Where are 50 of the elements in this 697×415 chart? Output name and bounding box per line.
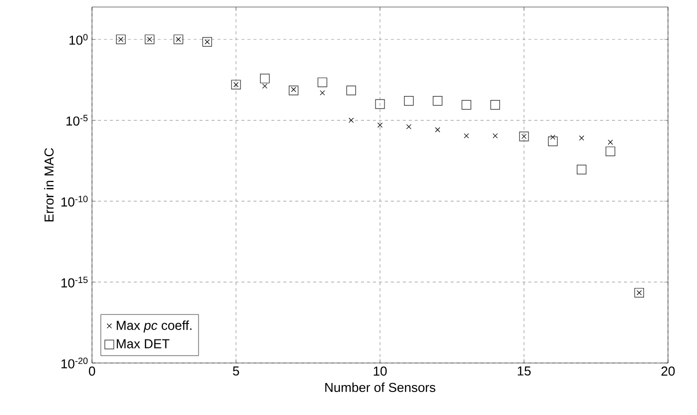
point — [464, 133, 469, 138]
point — [490, 100, 500, 110]
y-tick-label: 10$^{0}$ — [70, 34, 88, 45]
y-tick-label: 10$^{-10}$ — [61, 196, 88, 207]
point — [204, 39, 210, 44]
x-tick-label: 10 — [374, 366, 387, 376]
point — [432, 96, 442, 106]
legend-label: Max DET — [116, 339, 170, 348]
y-tick-label: 10$^{-5}$ — [66, 114, 88, 126]
point — [404, 96, 414, 106]
x-tick-label: 5 — [232, 366, 240, 376]
point — [375, 99, 385, 109]
y-tick-label: 10$^{-15}$ — [61, 276, 88, 288]
point — [260, 74, 270, 84]
x-axis-title: Number of Sensors — [325, 382, 436, 392]
point — [548, 136, 558, 146]
point — [118, 36, 124, 42]
point — [550, 134, 556, 140]
point — [608, 140, 613, 145]
point — [288, 86, 298, 96]
point — [579, 135, 584, 141]
point — [262, 84, 268, 89]
point — [406, 124, 412, 130]
point — [320, 90, 325, 96]
point — [176, 36, 181, 42]
x-tick-label: 20 — [661, 366, 675, 376]
point — [202, 37, 212, 47]
point — [318, 78, 328, 88]
point — [348, 118, 354, 123]
point — [346, 86, 356, 96]
point — [492, 133, 498, 138]
legend-label: Max pc coeff. — [116, 320, 192, 333]
point — [634, 288, 644, 298]
point — [174, 34, 184, 44]
point — [116, 34, 126, 44]
point — [377, 122, 383, 128]
point — [291, 86, 296, 92]
point — [233, 82, 239, 88]
x-tick-label: 15 — [518, 366, 531, 376]
point — [576, 164, 586, 174]
x-tick-label: 0 — [88, 366, 96, 376]
point — [144, 34, 154, 44]
y-axis-title: Error in MAC — [44, 148, 54, 222]
point — [636, 290, 642, 296]
point — [606, 146, 616, 156]
y-tick-label: 10$^{-20}$ — [61, 358, 88, 368]
point — [231, 80, 241, 90]
point — [435, 127, 440, 132]
point — [147, 36, 152, 42]
point — [462, 100, 472, 110]
